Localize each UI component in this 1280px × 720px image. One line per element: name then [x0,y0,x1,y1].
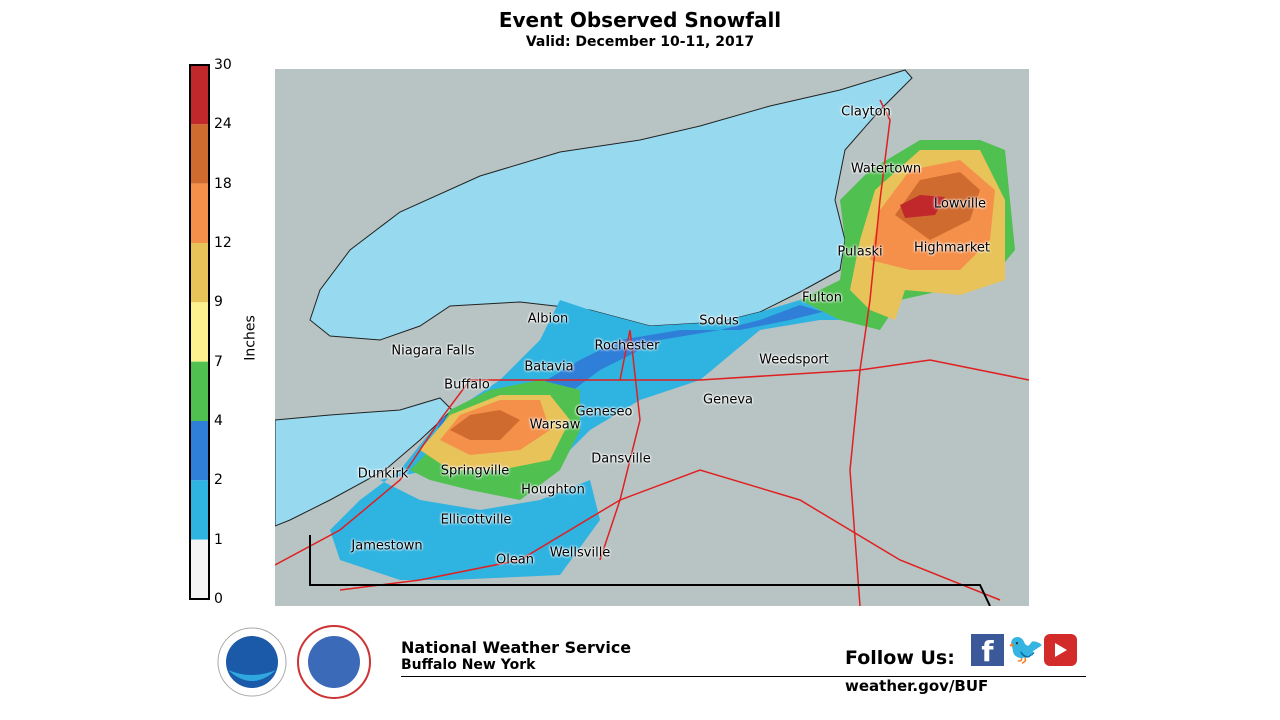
city-label: Lowville [933,196,987,212]
colorbar-tick-label: 24 [214,116,232,133]
facebook-icon[interactable]: f [971,634,1004,668]
colorbar-segment [190,361,209,421]
colorbar-segment [190,243,209,303]
city-label: Clayton [841,104,891,120]
city-label: Springville [440,463,510,479]
city-label: Olean [495,552,535,568]
city-label: Weedsport [759,352,829,368]
city-label: Wellsville [549,545,611,561]
city-label: Watertown [850,161,922,177]
youtube-icon[interactable] [1044,634,1077,666]
colorbar-tick-label: 4 [214,413,223,429]
city-label: Niagara Falls [391,343,475,359]
colorbar-tick-label: 2 [214,472,223,489]
city-label: Geneseo [575,404,633,420]
colorbar [189,64,210,600]
city-label: Rochester [594,338,660,354]
office-name: Buffalo New York [401,657,536,673]
city-label: Sodus [699,313,739,329]
city-label: Warsaw [529,417,581,433]
city-label: Jamestown [351,538,423,554]
colorbar-tick-label: 7 [214,353,223,370]
colorbar-tick-label: 30 [214,57,232,73]
colorbar-segment [190,421,209,481]
city-label: Albion [527,311,569,327]
agency-logos [217,625,371,699]
org-name: National Weather Service [401,638,632,657]
page-subtitle: Valid: December 10-11, 2017 [525,34,755,50]
snow-18-24 [450,410,520,440]
lake-ontario [309,69,913,341]
lake-erie [275,397,453,527]
colorbar-segment [190,539,209,599]
city-label: Geneva [703,392,753,408]
city-label: Fulton [802,290,842,306]
snow-1-2 [330,300,840,580]
divider [401,676,1086,677]
colorbar-segment [190,65,209,125]
follow-us-label: Follow Us: [845,647,955,669]
colorbar-tick-label: 12 [214,235,232,251]
website-link[interactable]: weather.gov/BUF [845,677,989,695]
colorbar-tick-label: 18 [214,175,232,192]
colorbar-segment [190,183,209,243]
city-label: Ellicottville [440,512,512,528]
colorbar-segment [190,124,209,184]
twitter-icon[interactable]: 🐦 [1007,632,1045,667]
colorbar-segment [190,480,209,540]
page-title: Event Observed Snowfall [498,8,782,32]
city-label: Batavia [524,359,574,375]
city-label: Houghton [521,482,585,498]
city-label: Pulaski [837,244,883,260]
roads [275,99,1029,606]
city-label: Dansville [591,451,651,467]
city-label: Highmarket [913,240,991,256]
tughill-24-30 [900,195,945,218]
city-label: Buffalo [444,377,490,393]
colorbar-tick-label: 0 [214,591,223,607]
colorbar-tick-label: 9 [214,294,223,311]
city-label: Dunkirk [357,466,409,482]
colorbar-segment [190,302,209,362]
state-border [309,535,991,606]
colorbar-tick-label: 1 [214,531,223,548]
